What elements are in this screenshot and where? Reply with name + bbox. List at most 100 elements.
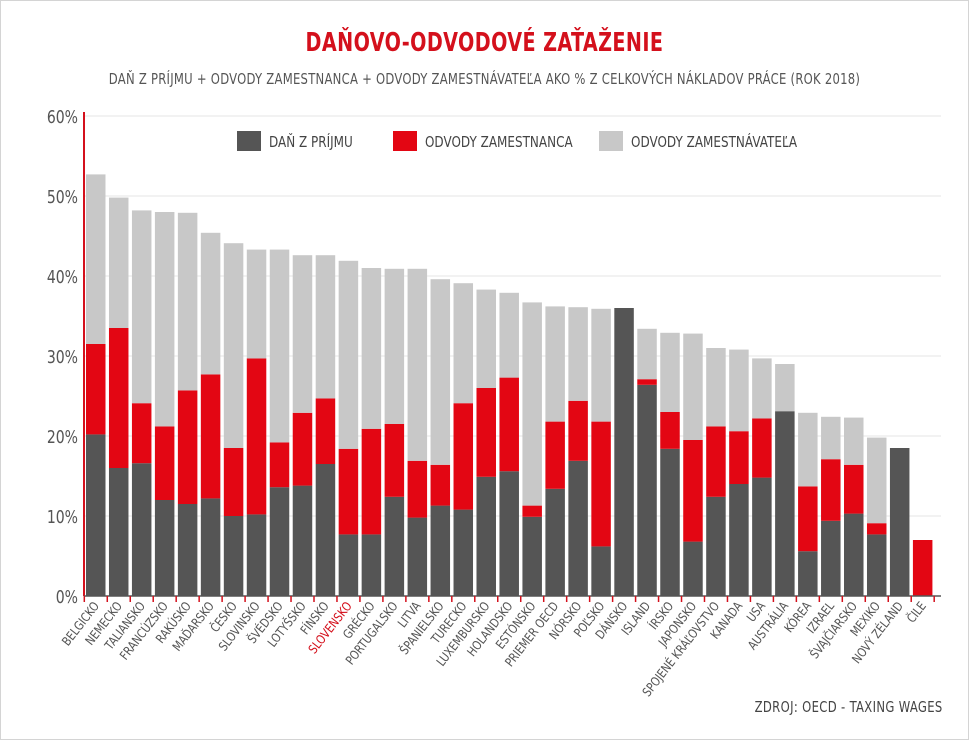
- source-note: ZDROJ: OECD - TAXING WAGES: [754, 698, 943, 716]
- employer-contrib-segment: [86, 174, 106, 344]
- income-tax-segment: [522, 516, 542, 596]
- employee-contrib-segment: [154, 426, 175, 500]
- x-tick-label: ČILE: [903, 598, 930, 626]
- income-tax-segment: [775, 411, 795, 596]
- income-tax-segment: [866, 534, 887, 596]
- employee-contrib-segment: [591, 421, 611, 547]
- employer-contrib-segment: [545, 306, 565, 422]
- employer-contrib-segment: [866, 437, 887, 524]
- employee-contrib-segment: [384, 424, 405, 497]
- employee-contrib-segment: [706, 426, 726, 497]
- employer-contrib-segment: [338, 260, 359, 449]
- employer-contrib-segment: [384, 268, 405, 424]
- employer-contrib-segment: [453, 283, 474, 404]
- employee-contrib-segment: [821, 459, 841, 521]
- income-tax-segment: [545, 488, 565, 596]
- y-tick-label: 50%: [47, 186, 78, 207]
- employer-contrib-segment: [476, 289, 496, 388]
- income-tax-segment: [384, 496, 405, 596]
- y-tick-label: 40%: [47, 266, 78, 287]
- income-tax-segment: [246, 514, 267, 596]
- employer-contrib-segment: [683, 333, 703, 440]
- employee-contrib-segment: [177, 390, 198, 504]
- employer-contrib-segment: [660, 332, 680, 412]
- legend-swatch: [237, 131, 261, 151]
- legend-label: ODVODY ZAMESTNÁVATEĽA: [631, 133, 798, 152]
- income-tax-segment: [889, 448, 910, 596]
- income-tax-segment: [131, 463, 152, 596]
- employer-contrib-segment: [775, 364, 795, 412]
- income-tax-segment: [108, 468, 129, 596]
- income-tax-segment: [269, 487, 290, 596]
- employer-contrib-segment: [361, 268, 382, 429]
- employee-contrib-segment: [476, 388, 496, 477]
- income-tax-segment: [821, 520, 841, 596]
- employee-contrib-segment: [338, 448, 359, 535]
- employee-contrib-segment: [660, 412, 680, 449]
- employee-contrib-segment: [729, 431, 749, 484]
- legend-label: ODVODY ZAMESTNANCA: [425, 134, 573, 152]
- income-tax-segment: [361, 534, 382, 596]
- employee-contrib-segment: [108, 328, 129, 468]
- income-tax-segment: [430, 505, 451, 596]
- employer-contrib-segment: [844, 417, 864, 465]
- y-tick-label: 0%: [56, 586, 78, 607]
- income-tax-segment: [752, 477, 772, 596]
- employer-contrib-segment: [637, 328, 657, 380]
- income-tax-segment: [660, 448, 680, 596]
- income-tax-segment: [499, 471, 519, 596]
- employer-contrib-segment: [407, 268, 428, 461]
- employer-contrib-segment: [131, 210, 152, 404]
- income-tax-segment: [223, 516, 244, 596]
- y-tick-label: 20%: [47, 426, 78, 447]
- employer-contrib-segment: [246, 249, 267, 359]
- employer-contrib-segment: [108, 197, 129, 328]
- income-tax-segment: [154, 500, 175, 596]
- employee-contrib-segment: [430, 464, 451, 506]
- employee-contrib-segment: [131, 403, 152, 464]
- employer-contrib-segment: [729, 349, 749, 432]
- employer-contrib-segment: [292, 255, 313, 413]
- employer-contrib-segment: [522, 302, 542, 506]
- employer-contrib-segment: [752, 358, 772, 419]
- employer-contrib-segment: [798, 412, 818, 487]
- employer-contrib-segment: [269, 249, 290, 443]
- employer-contrib-segment: [821, 416, 841, 460]
- employer-contrib-segment: [499, 292, 519, 378]
- employee-contrib-segment: [223, 448, 244, 516]
- employee-contrib-segment: [453, 403, 474, 510]
- employee-contrib-segment: [545, 421, 565, 489]
- employee-contrib-segment: [683, 440, 703, 542]
- employee-contrib-segment: [866, 523, 887, 535]
- income-tax-segment: [453, 509, 474, 596]
- income-tax-segment: [315, 464, 336, 596]
- employer-contrib-segment: [154, 212, 175, 427]
- employer-contrib-segment: [200, 232, 221, 375]
- employer-contrib-segment: [430, 279, 451, 465]
- chart-title: DAŇOVO-ODVODOVÉ ZAŤAŽENIE: [305, 28, 664, 58]
- income-tax-segment: [614, 308, 634, 596]
- income-tax-segment: [407, 517, 428, 596]
- income-tax-segment: [729, 484, 749, 596]
- employee-contrib-segment: [315, 398, 336, 464]
- y-tick-label: 10%: [47, 506, 78, 527]
- y-tick-label: 60%: [47, 106, 78, 127]
- income-tax-segment: [338, 534, 359, 596]
- employer-contrib-segment: [568, 307, 588, 401]
- income-tax-segment: [476, 476, 496, 596]
- income-tax-segment: [200, 498, 221, 596]
- employee-contrib-segment: [86, 344, 106, 435]
- employee-contrib-segment: [246, 358, 267, 515]
- income-tax-segment: [86, 434, 106, 596]
- employee-contrib-segment: [407, 460, 428, 518]
- employer-contrib-segment: [177, 212, 198, 391]
- income-tax-segment: [177, 504, 198, 596]
- chart-subtitle: DAŇ Z PRÍJMU + ODVODY ZAMESTNANCA + ODVO…: [108, 70, 861, 88]
- income-tax-segment: [706, 496, 726, 596]
- employee-contrib-segment: [361, 428, 382, 535]
- employee-contrib-segment: [522, 505, 542, 517]
- income-tax-segment: [798, 551, 818, 596]
- employee-contrib-segment: [798, 486, 818, 552]
- employee-contrib-segment: [200, 374, 221, 499]
